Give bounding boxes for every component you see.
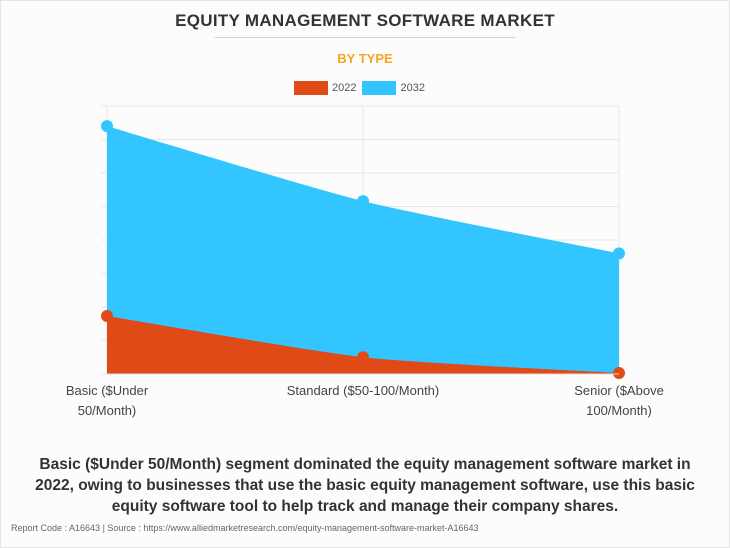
- data-point-2022: [613, 366, 625, 379]
- legend-swatch-2032: [362, 81, 397, 95]
- x-tick-label: Basic ($Under 50/Month): [17, 381, 197, 421]
- legend: 2022 2032: [294, 81, 431, 95]
- data-point-2032: [101, 120, 113, 133]
- data-point-2032: [357, 195, 369, 208]
- chart-caption: Basic ($Under 50/Month) segment dominate…: [35, 456, 695, 515]
- title-divider: [215, 37, 515, 38]
- report-source-footer: Report Code : A16643 | Source : https://…: [11, 523, 479, 533]
- legend-item-2032[interactable]: 2032: [362, 81, 425, 95]
- legend-label-2022: 2022: [332, 82, 357, 94]
- data-point-2022: [357, 351, 369, 364]
- area-2032: [107, 126, 619, 374]
- x-tick-label-line: 100/Month): [586, 403, 652, 418]
- x-tick-label-line: 50/Month): [77, 403, 137, 418]
- data-point-2022: [101, 310, 113, 323]
- x-tick-label-line: Standard ($50-100/Month): [286, 383, 440, 398]
- x-tick-label: Standard ($50-100/Month): [273, 381, 453, 401]
- area-2022: [107, 316, 619, 374]
- x-tick-label-line: Senior ($Above: [574, 383, 664, 398]
- chart-subtitle: BY TYPE: [337, 51, 393, 66]
- chart-title: EQUITY MANAGEMENT SOFTWARE MARKET: [175, 11, 555, 30]
- legend-label-2032: 2032: [400, 82, 425, 94]
- data-point-2032: [613, 247, 625, 260]
- legend-item-2022[interactable]: 2022: [294, 81, 356, 95]
- legend-swatch-2022: [294, 81, 328, 95]
- x-tick-label: Senior ($Above 100/Month): [529, 381, 709, 421]
- x-tick-label-line: Basic ($Under: [65, 383, 149, 398]
